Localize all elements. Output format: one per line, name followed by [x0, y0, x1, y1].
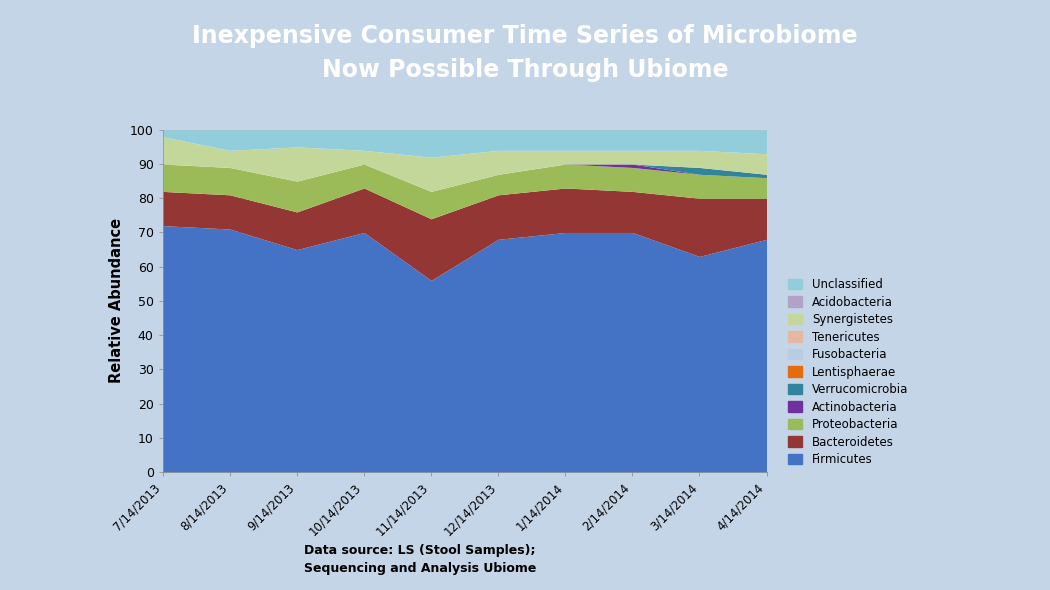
Text: Inexpensive Consumer Time Series of Microbiome
Now Possible Through Ubiome: Inexpensive Consumer Time Series of Micr… — [192, 24, 858, 82]
Text: Data source: LS (Stool Samples);
Sequencing and Analysis Ubiome: Data source: LS (Stool Samples); Sequenc… — [303, 544, 537, 575]
Legend: Unclassified, Acidobacteria, Synergistetes, Tenericutes, Fusobacteria, Lentispha: Unclassified, Acidobacteria, Synergistet… — [789, 278, 908, 466]
Y-axis label: Relative Abundance: Relative Abundance — [109, 218, 124, 384]
